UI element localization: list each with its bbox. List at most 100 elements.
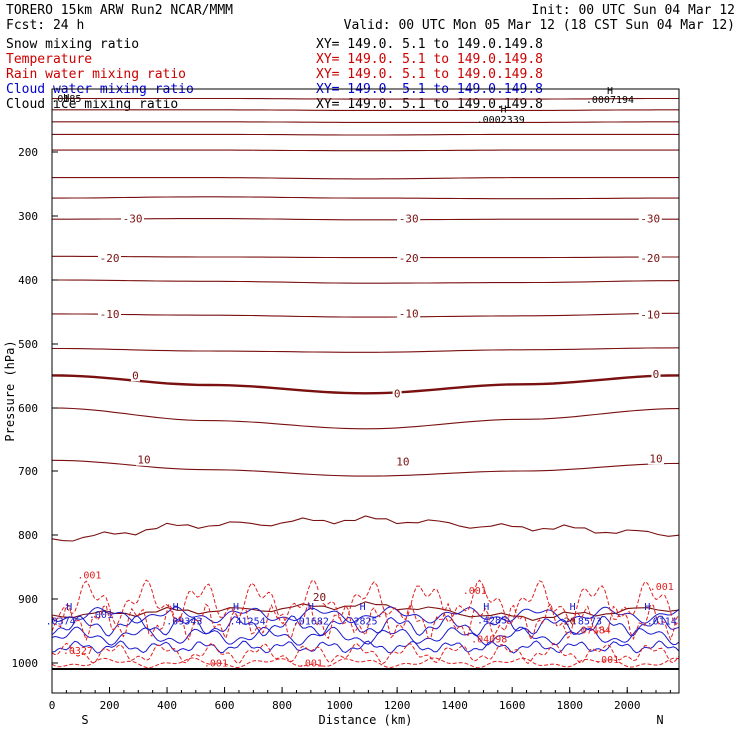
x-tick-label: 800 [272, 699, 292, 712]
rain-water-contour [51, 657, 680, 669]
field-value-label: .001 [299, 659, 323, 670]
y-tick-label: 400 [18, 274, 38, 287]
contour-label: -20 [640, 252, 660, 265]
contour-label: 0 [132, 369, 139, 382]
contour-label-bg [397, 252, 421, 265]
field-value-label: .001 [204, 659, 228, 670]
contour-label: -30 [640, 213, 660, 226]
rain-water-contour [51, 601, 680, 642]
y-tick-label: 800 [18, 529, 38, 542]
rain-water-contour [51, 642, 680, 665]
x-tick-label: 1400 [441, 699, 468, 712]
field-value-label: .001 [463, 586, 487, 597]
north-endpoint-label: N [656, 713, 663, 727]
contour-label-bg [130, 369, 140, 382]
south-endpoint-label: S [81, 713, 88, 727]
field-value-label: H [644, 602, 650, 613]
temperature-contour [51, 459, 680, 477]
field-value-label: .04098 [471, 635, 507, 646]
field-value-label: H [66, 602, 72, 613]
contour-label: 0 [394, 387, 401, 400]
temperature-contour [51, 374, 680, 395]
temperature-contour [52, 121, 679, 123]
y-tick-label: 300 [18, 210, 38, 223]
cloud-water-contour [51, 615, 680, 637]
temperature-contour [52, 255, 679, 259]
field-value-label: .01682 [293, 617, 329, 628]
temperature-contour [52, 133, 679, 136]
contour-label-bg [638, 252, 662, 265]
contour-label-bg [394, 455, 411, 468]
x-tick-label: 400 [157, 699, 177, 712]
contour-label: -10 [640, 309, 660, 322]
y-tick-label: 600 [18, 402, 38, 415]
y-tick-label: 200 [18, 146, 38, 159]
contour-label: -30 [399, 213, 419, 226]
temperature-contour [52, 347, 680, 353]
x-tick-label: 1000 [326, 699, 353, 712]
rain-water-contour [51, 579, 680, 626]
y-tick-label: 900 [18, 593, 38, 606]
field-value-label: .001 [77, 571, 101, 582]
contour-label: 10 [137, 454, 150, 467]
legend-field-name: Cloud ice mixing ratio [6, 97, 178, 112]
max-annotation: H [63, 93, 69, 104]
field-value-label: H [483, 602, 489, 613]
x-axis-label: Distance (km) [319, 713, 413, 727]
plot-frame [51, 88, 680, 694]
field-value-label: .0114 [647, 617, 677, 628]
y-tick-label: 500 [18, 338, 38, 351]
contour-label-bg [397, 307, 421, 320]
contour-label-bg [98, 307, 122, 320]
legend-field-xy: XY= 149.0. 5.1 to 149.0.149.8 [316, 67, 543, 82]
max-annotation: H [501, 104, 507, 115]
x-tick-label: 2000 [614, 699, 641, 712]
contour-label-bg [651, 368, 661, 381]
y-tick-label: 700 [18, 465, 38, 478]
field-value-label: 20 [564, 617, 576, 628]
temperature-contour [52, 312, 679, 318]
forecast-hour: Fcst: 24 h [6, 18, 84, 33]
contour-label-bg [98, 252, 122, 265]
contour-label: -10 [399, 307, 419, 320]
legend-field-xy: XY= 149.0. 5.1 to 149.0.149.8 [316, 52, 543, 67]
model-title: TORERO 15km ARW Run2 NCAR/MMM [6, 3, 233, 18]
contour-label: -20 [100, 252, 120, 265]
y-tick-label: 1000 [12, 657, 39, 670]
x-tick-label: 600 [215, 699, 235, 712]
legend-field-xy: XY= 149.0. 5.1 to 149.0.149.8 [316, 97, 543, 112]
contour-label: 20 [313, 591, 326, 604]
contour-label: -30 [123, 213, 143, 226]
legend-field-xy: XY= 149.0. 5.1 to 149.0.149.8 [316, 37, 543, 52]
x-tick-label: 1800 [556, 699, 583, 712]
cloud-water-contour [51, 640, 680, 654]
cloud-water-contour [51, 626, 680, 646]
field-value-label: H [570, 602, 576, 613]
legend-field-name: Temperature [6, 52, 92, 67]
contour-label-bg [121, 212, 145, 225]
field-value-label: H [173, 602, 179, 613]
contour-label-bg [638, 212, 662, 225]
temperature-contour [52, 149, 679, 152]
temperature-contour [51, 601, 680, 621]
contour-label-bg [397, 212, 421, 225]
field-value-label: H [233, 602, 239, 613]
temperature-contour [52, 177, 679, 180]
x-tick-label: 1600 [499, 699, 526, 712]
temperature-contour [52, 279, 680, 284]
x-tick-label: 1200 [384, 699, 411, 712]
init-time: Init: 00 UTC Sun 04 Mar 12 [532, 3, 736, 18]
field-value-label: H [360, 602, 366, 613]
contour-label-bg [392, 387, 402, 400]
contour-label: -20 [399, 252, 419, 265]
max-annotation: .0185 [51, 94, 81, 105]
field-value-label: .0327 [63, 646, 93, 657]
temperature-contour [52, 109, 679, 111]
temperature-contour [51, 407, 680, 430]
field-value-label: .09343 [166, 617, 202, 628]
field-value-label: .001 [650, 582, 674, 593]
temperature-contour [52, 196, 679, 200]
max-annotation: .0007194 [586, 95, 634, 106]
